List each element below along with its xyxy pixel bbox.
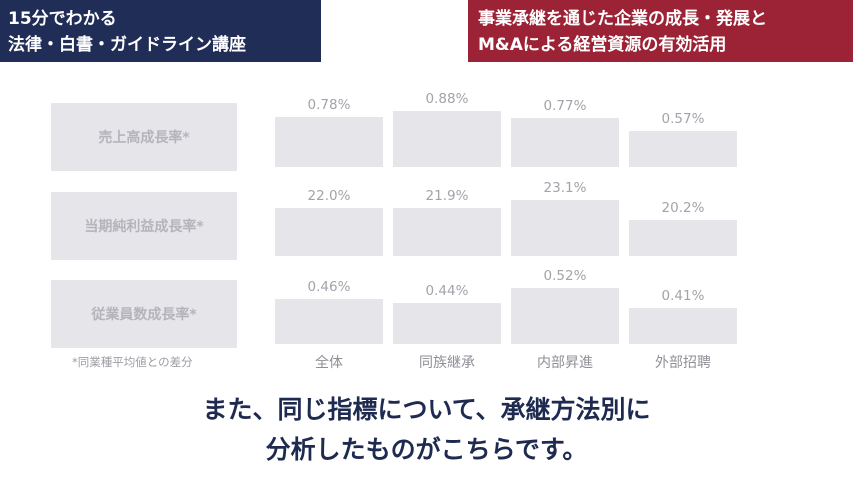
bar (629, 131, 737, 167)
x-category-label: 外部招聘 (655, 355, 711, 371)
x-category-label: 全体 (315, 355, 343, 371)
bar (393, 303, 501, 344)
data-label: 23.1% (543, 180, 587, 196)
row-label: 従業員数成長率* (51, 280, 237, 348)
data-label: 0.88% (425, 91, 469, 107)
data-label: 0.44% (425, 283, 469, 299)
header-left-line2: 法律・白書・ガイドライン講座 (8, 35, 246, 55)
bar (629, 220, 737, 256)
footnote: *同業種平均値との差分 (72, 355, 193, 369)
bar (275, 208, 383, 256)
header-left-banner: 15分でわかる 法律・白書・ガイドライン講座 (0, 0, 321, 62)
row-label: 当期純利益成長率* (51, 192, 237, 260)
caption-line1: また、同じ指標について、承継方法別に (202, 395, 651, 424)
data-label: 0.77% (543, 98, 587, 114)
data-label: 22.0% (307, 188, 351, 204)
header-right-line1: 事業承継を通じた企業の成長・発展と (478, 9, 767, 29)
data-label: 21.9% (425, 188, 469, 204)
bar (275, 299, 383, 344)
data-label: 0.57% (661, 111, 705, 127)
x-category-label: 同族継承 (419, 355, 475, 371)
header-left-line1: 15分でわかる (8, 9, 117, 29)
bar (275, 117, 383, 167)
bar (511, 118, 619, 167)
data-label: 0.52% (543, 268, 587, 284)
row-label: 売上高成長率* (51, 103, 237, 171)
data-label: 0.78% (307, 97, 351, 113)
data-label: 0.41% (661, 288, 705, 304)
x-category-label: 内部昇進 (537, 355, 593, 371)
header-right-banner: 事業承継を通じた企業の成長・発展と M&Aによる経営資源の有効活用 (468, 0, 853, 62)
bar (629, 308, 737, 344)
bar (511, 288, 619, 344)
bar (511, 200, 619, 256)
caption-line2: 分析したものがこちらです。 (265, 435, 588, 464)
bar (393, 111, 501, 167)
data-label: 20.2% (661, 200, 705, 216)
data-label: 0.46% (307, 279, 351, 295)
header-right-line2: M&Aによる経営資源の有効活用 (478, 35, 727, 55)
bar (393, 208, 501, 256)
